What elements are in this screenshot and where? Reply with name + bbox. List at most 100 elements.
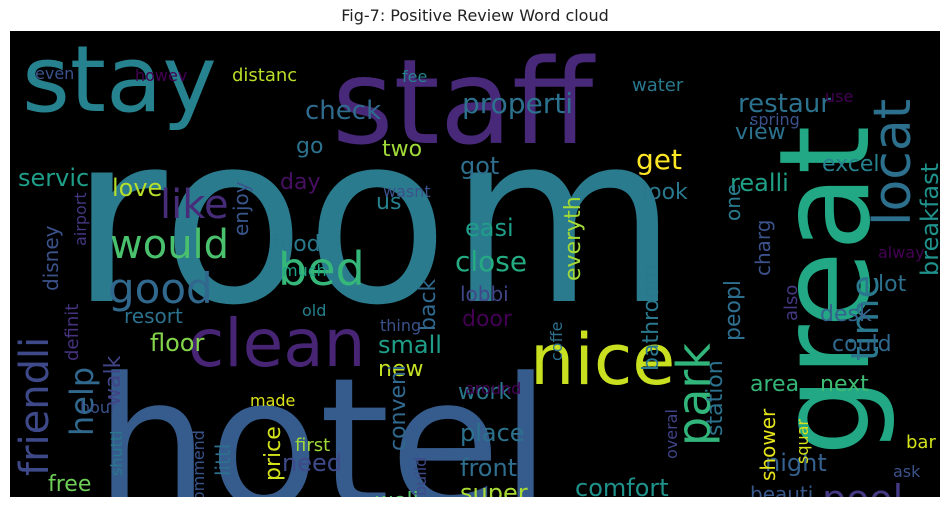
word-super: super <box>460 479 528 497</box>
word-lot: lot <box>878 272 907 297</box>
word-peopl: peopl <box>721 280 746 341</box>
word-realli: realli <box>730 169 789 197</box>
word-wasnt: wasnt <box>383 182 431 201</box>
word-day: day <box>280 170 320 195</box>
word-look: look <box>642 180 688 205</box>
word-night: night <box>765 449 827 477</box>
word-love: love <box>112 174 162 202</box>
word-got: got <box>460 152 499 180</box>
word-resort: resort <box>124 304 183 328</box>
word-bed: bed <box>278 242 365 296</box>
word-two: two <box>382 137 422 162</box>
word-friendli: friendli <box>12 337 58 476</box>
word-time: time <box>843 275 887 361</box>
word-back: back <box>416 278 441 331</box>
word-old: old <box>302 301 326 320</box>
word-first: first <box>295 435 330 456</box>
word-pool: pool <box>822 477 903 497</box>
word-help: help <box>63 367 101 436</box>
word-bar: bar <box>906 432 936 453</box>
word-enjoy: enjoy <box>229 181 253 236</box>
word-made: made <box>250 391 295 410</box>
word-also: also <box>781 285 802 321</box>
word-view: view <box>735 120 786 145</box>
word-place: place <box>460 419 525 447</box>
word-conveni: conveni <box>386 365 411 451</box>
word-around: around <box>465 379 521 398</box>
word-restaur: restaur <box>738 89 831 119</box>
word-charg: charg <box>751 220 775 277</box>
word-distanc: distanc <box>232 65 297 86</box>
word-park: park <box>667 343 721 446</box>
word-howev: howev <box>135 66 187 85</box>
cloud-background <box>10 31 940 497</box>
word-go: go <box>296 134 323 159</box>
word-could: could <box>832 332 892 357</box>
word-front: front <box>460 454 517 482</box>
word-cloud-panel: room hotel staff stay great clean nice locat bed… <box>10 31 940 497</box>
word-clean: clean <box>188 305 366 382</box>
word-well: well <box>375 489 419 497</box>
word-like: like <box>160 182 229 228</box>
word-disney: disney <box>39 225 63 291</box>
word-hotel: hotel <box>95 340 551 497</box>
word-thing: thing <box>380 316 421 335</box>
word-station: station <box>703 360 728 436</box>
word-price: price <box>261 426 286 481</box>
word-airport: airport <box>71 192 90 246</box>
word-much: much <box>282 261 327 280</box>
word-even: even <box>35 64 74 83</box>
word-need: need <box>282 449 342 477</box>
word-walk: walk <box>101 355 126 406</box>
word-would: would <box>110 222 229 268</box>
word-shower: shower <box>756 408 780 481</box>
word-breakfast: breakfast <box>916 163 940 276</box>
figure-title: Fig-7: Positive Review Word cloud <box>341 6 609 25</box>
word-great: great <box>753 125 898 456</box>
word-servic: servic <box>18 164 89 192</box>
word-coffe: coffe <box>547 322 566 361</box>
word-overal: overal <box>662 409 681 459</box>
word-shuttl: shuttl <box>107 430 126 476</box>
word-check: check <box>305 96 381 126</box>
word-door: door <box>462 307 513 332</box>
word-good: good <box>108 264 213 313</box>
word-close: close <box>455 245 527 278</box>
word-beauti: beauti <box>750 482 813 497</box>
word-locat: locat <box>863 99 923 226</box>
word-littl: littl <box>211 444 235 476</box>
word-desk: desk <box>820 302 872 327</box>
word-build: build <box>411 457 430 496</box>
word-work: work <box>458 380 511 405</box>
word-room: room <box>70 84 678 357</box>
word-comfort: comfort <box>575 474 669 497</box>
word-fee: fee <box>402 67 427 86</box>
word-us: us <box>376 190 401 215</box>
word-squar: squar <box>793 419 812 464</box>
word-area: area <box>750 372 799 397</box>
word-use: use <box>825 87 853 106</box>
word-ask: ask <box>893 462 921 481</box>
word-everyth: everyth <box>561 196 586 281</box>
word-alway: alway <box>878 243 925 262</box>
word-staff: staff <box>332 33 596 171</box>
word-bathroom: bathroom <box>639 264 664 371</box>
word-next: next <box>820 372 869 397</box>
word-nice: nice <box>530 319 675 401</box>
word-food: food <box>272 232 321 257</box>
word-easi: easi <box>465 214 514 242</box>
word-free: free <box>48 472 91 497</box>
word-excel: excel <box>822 152 880 177</box>
word-properti: properti <box>462 87 573 120</box>
word-water: water <box>632 75 684 96</box>
word-get: get <box>636 143 682 176</box>
word-hour: hour <box>80 398 117 417</box>
word-spring: spring <box>750 110 800 129</box>
word-small: small <box>378 331 442 359</box>
word-definit: definit <box>62 304 83 361</box>
word-floor: floor <box>150 329 204 357</box>
word-new: new <box>378 357 423 382</box>
word-one: one <box>721 184 745 221</box>
word-recommend: recommend <box>189 430 208 497</box>
